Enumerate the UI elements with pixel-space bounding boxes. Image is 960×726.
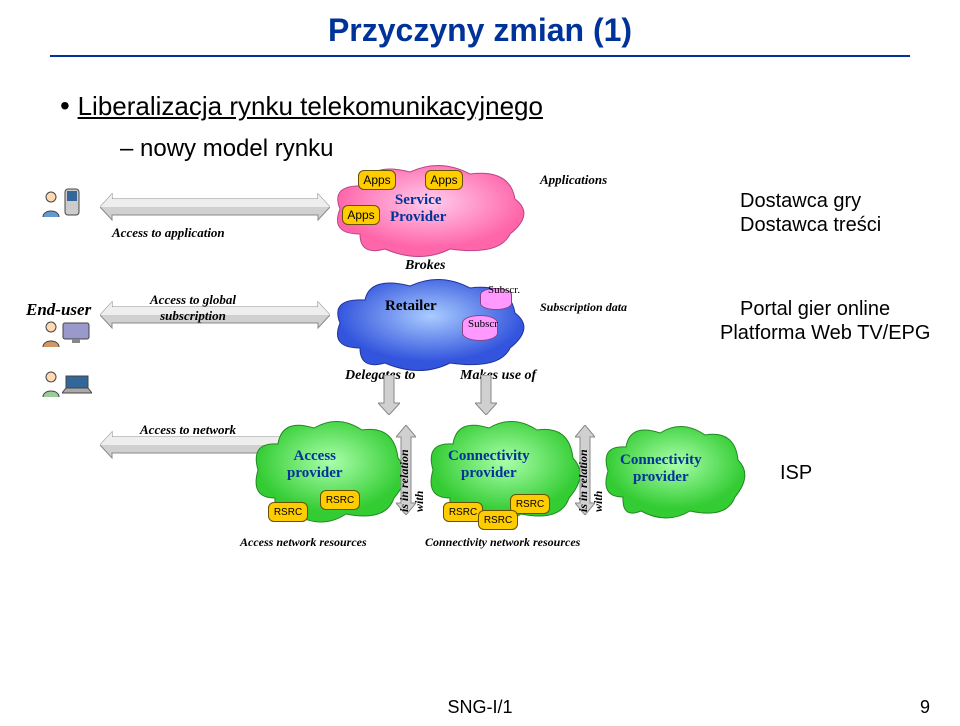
person-icon [40,320,62,348]
apps-box: Apps [358,170,396,190]
conn-net-res-label: Connectivity network resources [425,535,580,550]
bullet-1: Liberalizacja rynku telekomunikacyjnego [60,90,543,122]
rsrc-box: RSRC [478,510,518,530]
apps-box: Apps [425,170,463,190]
apps-box: Apps [342,205,380,225]
arrow-access-network-label: Access to network [140,422,236,438]
connectivity-provider-label: Connectivity provider [448,448,530,482]
arrow-access-global-label: Access to global subscription [150,292,236,324]
bullet-2: nowy model rynku [120,135,333,163]
right-text-2: Dostawca treści [740,214,881,237]
rsrc-box: RSRC [320,490,360,510]
brokes-label: Brokes [405,258,445,274]
right-text-1: Dostawca gry [740,190,861,213]
down-arrow-icon [378,375,400,415]
subscr1-label: Subscr. [488,284,520,296]
down-arrow-icon [475,375,497,415]
phone-icon [64,188,80,216]
title-rule [50,55,910,57]
retailer-label: Retailer [385,298,437,315]
arrow-access-application [100,192,330,222]
right-text-4: Platforma Web TV/EPG [720,322,930,345]
diagram: End-user Access to application Access to… [20,170,940,650]
laptop-icon [62,375,92,395]
end-user-label: End-user [26,300,91,320]
relation-label: is in relation with [397,426,427,512]
service-provider-label: Service Provider [390,192,446,226]
right-text-5: ISP [780,462,812,485]
footer: SNG-I/1 [0,697,960,718]
arrow-access-app-label: Access to application [112,225,225,241]
page-title: Przyczyny zmian (1) [0,0,960,49]
connectivity-provider-label-2: Connectivity provider [620,452,702,486]
person-icon [40,190,62,218]
right-text-3: Portal gier online [740,298,890,321]
access-provider-label: Access provider [287,448,343,482]
makes-use-label: Makes use of [460,368,536,384]
applications-label: Applications [540,172,607,188]
monitor-icon [62,322,90,344]
access-net-res-label: Access network resources [240,535,367,550]
subscr2-label: Subscr [468,318,498,330]
rsrc-box: RSRC [268,502,308,522]
page-number: 9 [920,697,930,718]
subscription-data-label: Subscription data [540,300,627,315]
rsrc-box: RSRC [443,502,483,522]
person-icon [40,370,62,398]
bullet-1-text: Liberalizacja rynku telekomunikacyjnego [78,91,543,121]
